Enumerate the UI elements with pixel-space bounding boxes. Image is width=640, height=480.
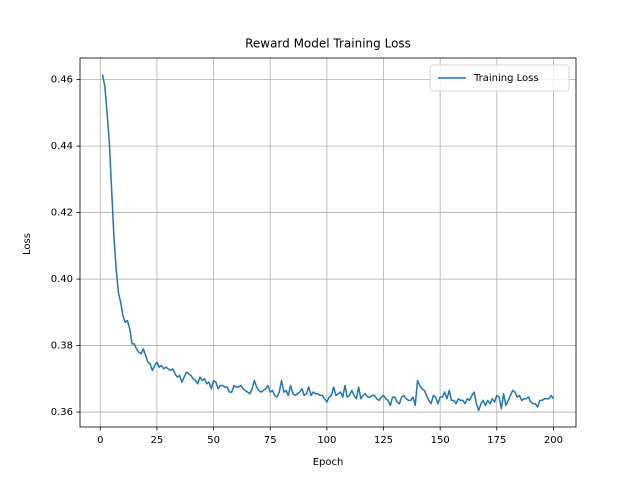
plot-frame xyxy=(79,57,577,428)
y-tick-label: 0.42 xyxy=(51,208,73,219)
legend-box xyxy=(429,64,570,92)
chart-title: Reward Model Training Loss xyxy=(245,37,411,51)
x-tick-label: 100 xyxy=(317,435,336,446)
legend-label: Training Loss xyxy=(473,73,539,84)
y-axis-label: Loss xyxy=(22,233,33,255)
x-tick-label: 200 xyxy=(544,435,563,446)
data-line xyxy=(101,74,555,412)
y-tick-label: 0.46 xyxy=(51,75,73,86)
y-tick-label: 0.44 xyxy=(51,141,73,152)
y-tick-label: 0.40 xyxy=(51,274,73,285)
x-tick-label: 175 xyxy=(487,435,506,446)
x-tick-label: 150 xyxy=(431,435,450,446)
x-tick-label: 125 xyxy=(374,435,393,446)
y-tick-label: 0.36 xyxy=(51,407,73,418)
y-tick-label: 0.38 xyxy=(51,341,73,352)
x-tick-label: 50 xyxy=(207,435,220,446)
x-tick-label: 0 xyxy=(97,435,103,446)
x-axis-label: Epoch xyxy=(313,457,344,468)
x-tick-label: 25 xyxy=(151,435,164,446)
x-tick-label: 75 xyxy=(264,435,277,446)
